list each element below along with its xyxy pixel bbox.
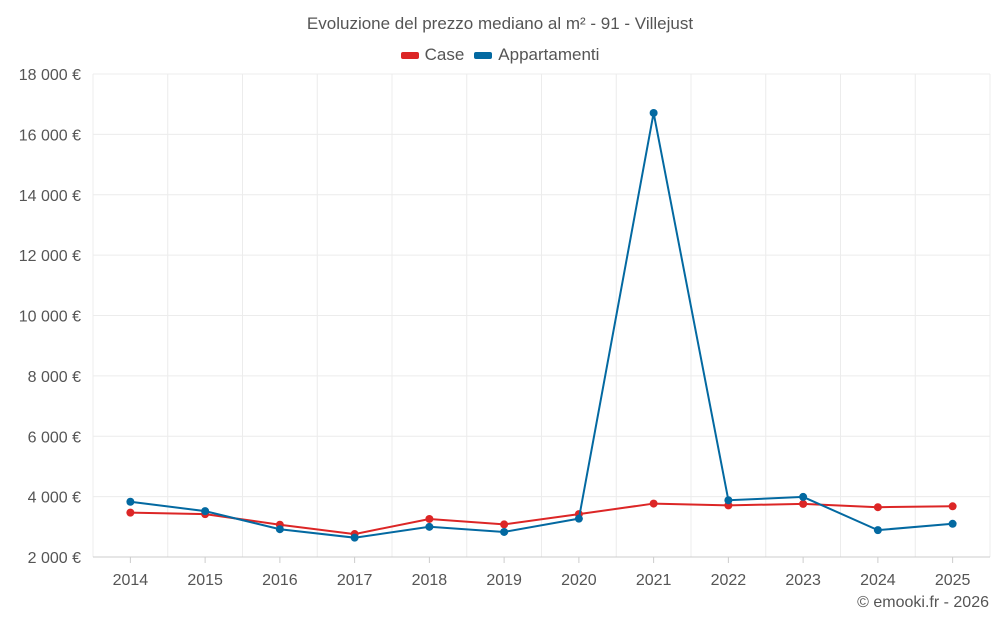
data-point-appartamenti xyxy=(126,497,135,506)
legend-swatch-appartamenti xyxy=(474,51,493,59)
data-point-appartamenti xyxy=(873,526,882,535)
data-point-appartamenti xyxy=(948,519,957,528)
legend-item-appartamenti[interactable]: Appartamenti xyxy=(474,45,599,65)
y-tick-label: 10 000 € xyxy=(19,309,81,326)
x-tick-label: 2021 xyxy=(636,572,672,589)
legend-swatch-case xyxy=(400,51,419,59)
data-point-appartamenti xyxy=(574,514,583,523)
series-line-case xyxy=(130,502,953,536)
data-point-case xyxy=(500,520,509,529)
x-tick-label: 2014 xyxy=(113,572,149,589)
legend: Case Appartamenti xyxy=(0,45,1000,65)
data-point-case xyxy=(126,508,135,517)
x-tick-label: 2023 xyxy=(785,572,821,589)
x-tick-label: 2025 xyxy=(935,572,971,589)
data-point-appartamenti xyxy=(649,108,658,117)
data-point-appartamenti xyxy=(201,507,210,516)
x-tick-label: 2017 xyxy=(337,572,373,589)
series-line-appartamenti xyxy=(130,112,953,539)
legend-item-case[interactable]: Case xyxy=(400,45,465,65)
data-point-appartamenti xyxy=(350,533,359,542)
data-point-appartamenti xyxy=(500,527,509,536)
y-tick-label: 18 000 € xyxy=(19,67,81,84)
legend-label-case: Case xyxy=(424,45,465,64)
data-point-appartamenti xyxy=(799,492,808,501)
legend-label-appartamenti: Appartamenti xyxy=(498,45,600,64)
x-tick-label: 2022 xyxy=(711,572,747,589)
x-tick-label: 2016 xyxy=(262,572,298,589)
x-tick-label: 2019 xyxy=(486,572,522,589)
data-point-case xyxy=(873,503,882,512)
data-point-appartamenti xyxy=(275,525,284,534)
data-point-case xyxy=(948,502,957,511)
y-tick-label: 6 000 € xyxy=(28,429,81,446)
x-tick-label: 2020 xyxy=(561,572,597,589)
data-point-case xyxy=(425,514,434,523)
y-tick-label: 16 000 € xyxy=(19,127,81,144)
data-point-appartamenti xyxy=(724,496,733,505)
y-tick-label: 12 000 € xyxy=(19,248,81,265)
data-point-case xyxy=(799,499,808,508)
y-tick-label: 2 000 € xyxy=(28,550,81,567)
y-tick-label: 8 000 € xyxy=(28,369,81,386)
y-tick-label: 14 000 € xyxy=(19,188,81,205)
x-tick-label: 2018 xyxy=(412,572,448,589)
data-point-appartamenti xyxy=(425,522,434,531)
x-tick-label: 2015 xyxy=(187,572,223,589)
chart-title: Evoluzione del prezzo mediano al m² - 91… xyxy=(306,14,694,33)
credit: © emooki.fr - 2026 xyxy=(857,594,989,611)
x-tick-label: 2024 xyxy=(860,572,896,589)
y-tick-label: 4 000 € xyxy=(28,490,81,507)
data-point-case xyxy=(649,499,658,508)
